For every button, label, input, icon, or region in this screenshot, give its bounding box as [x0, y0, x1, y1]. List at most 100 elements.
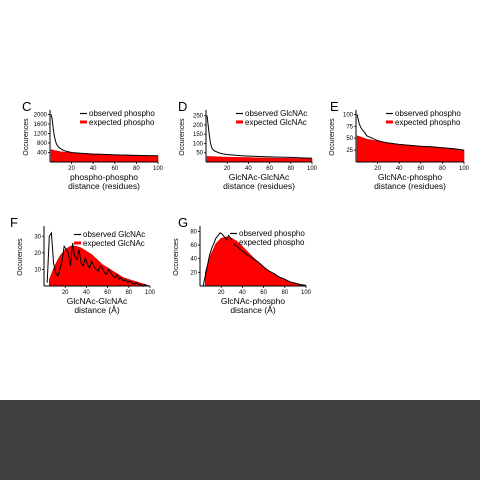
y-tick-label: 75: [346, 124, 353, 130]
y-tick-label: 50: [196, 151, 203, 157]
x-axis-label: distance (residues): [68, 181, 140, 191]
y-tick-label: 1600: [34, 122, 48, 128]
y-tick-label: 20: [34, 251, 41, 257]
x-tick-label: 60: [104, 290, 111, 296]
x-axis-label: distance (residues): [223, 181, 295, 191]
legend-label-expected: expected GlcNAc: [83, 239, 145, 248]
panel-c: 20 40 60 80 100 400 800 1200 1600 2000 phospho-pho…: [22, 99, 164, 191]
observed-series-line: [46, 231, 149, 287]
legend-label-expected: expected phospho: [89, 118, 155, 127]
x-tick-label: 20: [68, 166, 75, 172]
y-tick-label: 1200: [34, 131, 48, 137]
x-tick-label: 40: [396, 166, 403, 172]
x-tick-label: 20: [218, 290, 225, 296]
y-tick-label: 25: [346, 148, 353, 154]
x-tick-label: 40: [239, 290, 246, 296]
legend-label-observed: observed GlcNAc: [245, 109, 307, 118]
y-axis-label: Occurences: [23, 118, 30, 156]
observed-series-line: [206, 115, 313, 159]
y-tick-label: 2000: [34, 112, 48, 118]
legend-label-observed: observed phospho: [239, 229, 305, 238]
y-tick-label: 250: [193, 114, 204, 120]
y-tick-label: 100: [343, 112, 354, 118]
observed-series-line: [202, 232, 307, 287]
y-tick-label: 800: [37, 141, 48, 147]
x-axis-label: distance (residues): [374, 181, 446, 191]
y-tick-label: 50: [346, 136, 353, 142]
y-axis-label: Occurences: [179, 118, 186, 156]
x-tick-label: 60: [111, 166, 118, 172]
x-tick-label: 100: [459, 166, 470, 172]
legend-label-expected: expected phospho: [395, 118, 461, 127]
x-axis-label: distance (Å): [74, 305, 120, 315]
x-tick-label: 100: [301, 290, 312, 296]
y-axis-label: Occurences: [17, 238, 24, 276]
legend-swatch-expected: [74, 241, 81, 245]
panel-g: 20 40 60 80 10020406080GlcNAc-phosphodistanc…: [173, 215, 312, 315]
observed-series-line: [356, 114, 465, 151]
y-tick-label: 20: [190, 270, 197, 276]
panel-d: 20 40 60 80 100 50 100 150 200 250 GlcNAc-GlcNAcdi…: [178, 99, 318, 191]
x-axis-label: GlcNAc-phospho: [378, 172, 443, 182]
y-tick-label: 150: [193, 132, 204, 138]
x-axis-label: GlcNAc-phospho: [221, 296, 286, 306]
legend-label-observed: observed GlcNAc: [83, 230, 145, 239]
y-tick-label: 100: [193, 141, 204, 147]
x-tick-label: 40: [90, 166, 97, 172]
panel-label: G: [178, 215, 188, 230]
expected-series-area: [356, 135, 465, 163]
x-tick-label: 40: [245, 166, 252, 172]
legend-label-observed: observed phospho: [89, 109, 155, 118]
panel-label: D: [178, 99, 187, 114]
x-tick-label: 20: [62, 290, 69, 296]
y-tick-label: 60: [190, 243, 197, 249]
x-axis-label: GlcNAc-GlcNAc: [67, 296, 128, 306]
x-tick-label: 60: [260, 290, 267, 296]
x-tick-label: 40: [83, 290, 90, 296]
y-axis-label: Occurences: [173, 238, 180, 276]
y-tick-label: 40: [190, 257, 197, 263]
x-tick-label: 80: [133, 166, 140, 172]
y-tick-label: 10: [34, 267, 41, 273]
y-tick-label: 200: [193, 123, 204, 129]
x-tick-label: 100: [145, 290, 156, 296]
x-tick-label: 80: [439, 166, 446, 172]
legend-label-expected: expected GlcNAc: [245, 118, 307, 127]
x-tick-label: 20: [374, 166, 381, 172]
y-tick-label: 30: [34, 234, 41, 240]
x-axis-label: distance (Å): [230, 305, 276, 315]
figure: 20 40 60 80 100 400 800 1200 1600 2000 phospho-pho…: [10, 99, 470, 315]
x-tick-label: 100: [307, 166, 318, 172]
observed-series-line: [50, 114, 159, 157]
x-tick-label: 80: [287, 166, 294, 172]
legend-label-observed: observed phospho: [395, 109, 461, 118]
legend-swatch-expected: [236, 120, 243, 124]
x-tick-label: 80: [281, 290, 288, 296]
bottom-band: [0, 400, 480, 480]
panel-e: 20 40 60 80 100 25 50 75 100 GlcNAc-phosphodistan…: [329, 99, 470, 191]
expected-series-area: [206, 156, 313, 163]
x-tick-label: 60: [417, 166, 424, 172]
legend-swatch-expected: [80, 120, 87, 124]
panel-label: E: [330, 99, 339, 114]
x-tick-label: 80: [125, 290, 132, 296]
panel-label: C: [22, 99, 31, 114]
x-axis-label: phospho-phospho: [70, 172, 138, 182]
legend-swatch-expected: [230, 240, 237, 244]
y-tick-label: 400: [37, 150, 48, 156]
x-tick-label: 60: [266, 166, 273, 172]
x-tick-label: 20: [224, 166, 231, 172]
x-axis-label: GlcNAc-GlcNAc: [229, 172, 290, 182]
x-tick-label: 100: [153, 166, 164, 172]
panel-label: F: [10, 215, 18, 230]
y-tick-label: 80: [190, 229, 197, 235]
legend-swatch-expected: [386, 120, 393, 124]
legend-label-expected: expected phospho: [239, 238, 305, 247]
y-axis-label: Occurences: [329, 118, 336, 156]
